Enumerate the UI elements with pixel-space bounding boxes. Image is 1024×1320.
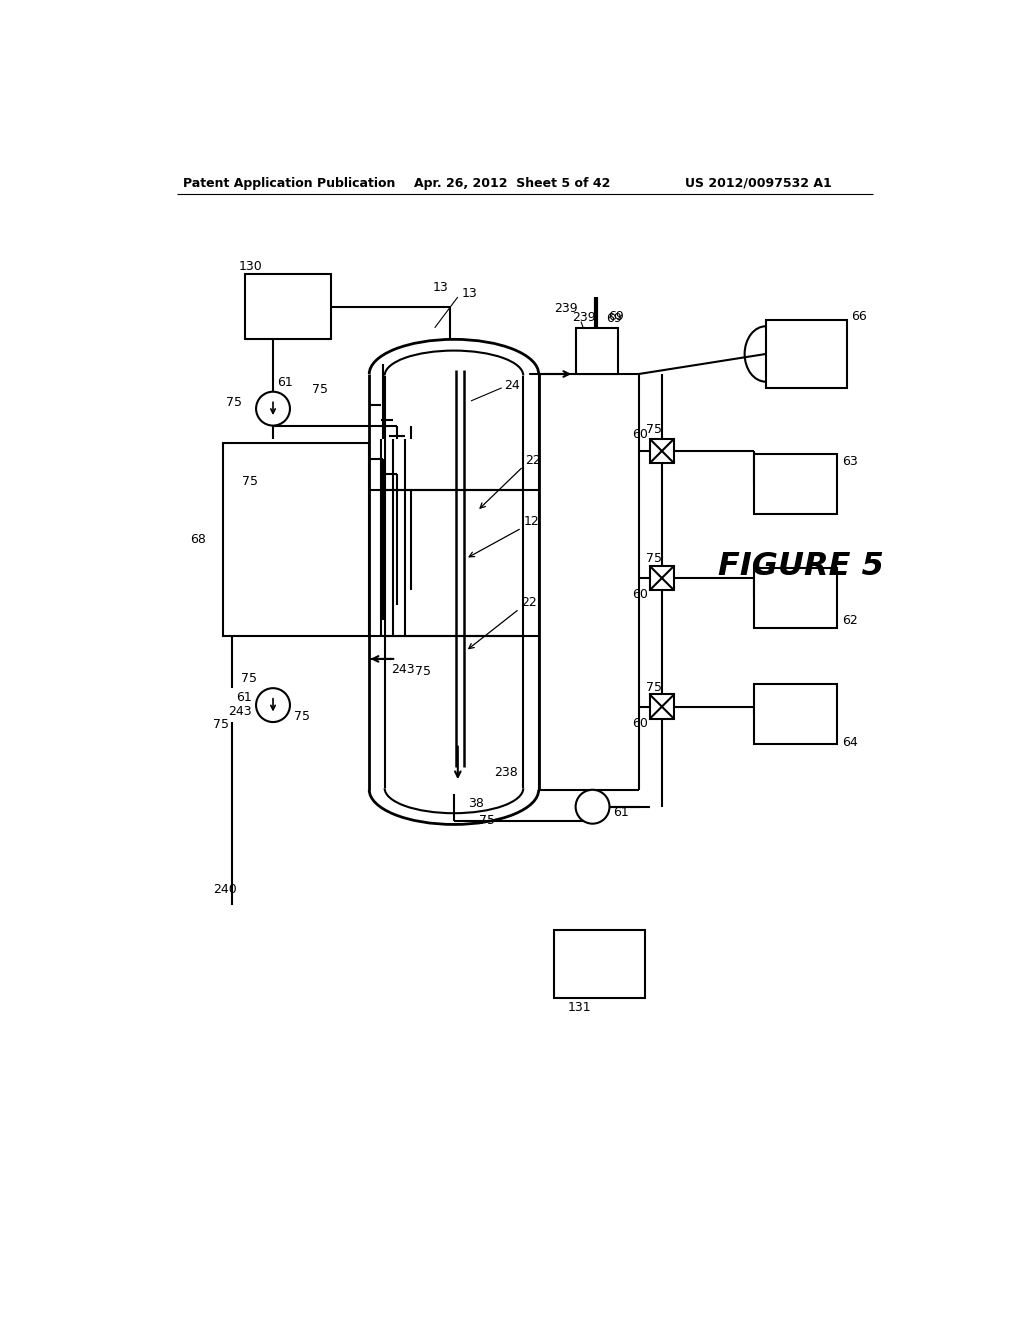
- Bar: [575, 327, 617, 374]
- Text: 63: 63: [842, 455, 858, 469]
- Text: 60: 60: [633, 589, 648, 602]
- Circle shape: [256, 392, 290, 425]
- Text: 75: 75: [241, 672, 257, 685]
- Bar: [649, 694, 674, 719]
- Text: 75: 75: [416, 665, 431, 677]
- Text: 60: 60: [633, 717, 648, 730]
- Text: 24: 24: [504, 379, 520, 392]
- Text: 240: 240: [213, 883, 237, 896]
- Text: 238: 238: [494, 767, 518, 779]
- Bar: [755, 454, 838, 515]
- Bar: [649, 438, 674, 463]
- Text: 75: 75: [646, 681, 663, 694]
- Text: FIGURE 5: FIGURE 5: [718, 550, 884, 582]
- Bar: [755, 684, 838, 743]
- Text: Apr. 26, 2012  Sheet 5 of 42: Apr. 26, 2012 Sheet 5 of 42: [414, 177, 610, 190]
- Bar: [245, 275, 331, 339]
- Text: 75: 75: [646, 552, 663, 565]
- Circle shape: [575, 789, 609, 824]
- Text: 239: 239: [571, 310, 595, 323]
- Bar: [649, 566, 674, 590]
- Text: 62: 62: [842, 614, 858, 627]
- Text: 22: 22: [524, 454, 541, 467]
- Text: 22: 22: [521, 597, 537, 610]
- Text: 75: 75: [478, 814, 495, 828]
- Text: 75: 75: [213, 718, 229, 731]
- Text: 75: 75: [311, 383, 328, 396]
- Text: 13: 13: [432, 281, 449, 294]
- Text: 75: 75: [294, 710, 310, 723]
- Circle shape: [256, 688, 290, 722]
- Text: 60: 60: [633, 428, 648, 441]
- Text: US 2012/0097532 A1: US 2012/0097532 A1: [685, 177, 831, 190]
- Bar: [755, 568, 838, 628]
- Text: 75: 75: [646, 422, 663, 436]
- Text: 12: 12: [523, 515, 539, 528]
- Text: 64: 64: [842, 735, 858, 748]
- Bar: [554, 929, 645, 998]
- Bar: [766, 321, 847, 388]
- Text: Patent Application Publication: Patent Application Publication: [183, 177, 395, 190]
- Text: 61: 61: [613, 807, 629, 820]
- Text: 243: 243: [228, 705, 252, 718]
- Text: 130: 130: [239, 260, 262, 273]
- Text: 69: 69: [606, 312, 623, 325]
- Text: 69: 69: [608, 310, 624, 323]
- Text: 38: 38: [468, 797, 483, 810]
- Bar: [223, 444, 370, 636]
- Text: 75: 75: [226, 396, 243, 409]
- Text: 75: 75: [243, 475, 258, 488]
- Text: 61: 61: [237, 690, 252, 704]
- Text: 131: 131: [568, 1001, 592, 1014]
- Text: 68: 68: [190, 533, 206, 546]
- Text: 243: 243: [391, 663, 415, 676]
- Text: 61: 61: [276, 376, 293, 389]
- Text: 239: 239: [554, 302, 578, 315]
- Text: 13: 13: [462, 286, 477, 300]
- Text: 66: 66: [851, 310, 867, 323]
